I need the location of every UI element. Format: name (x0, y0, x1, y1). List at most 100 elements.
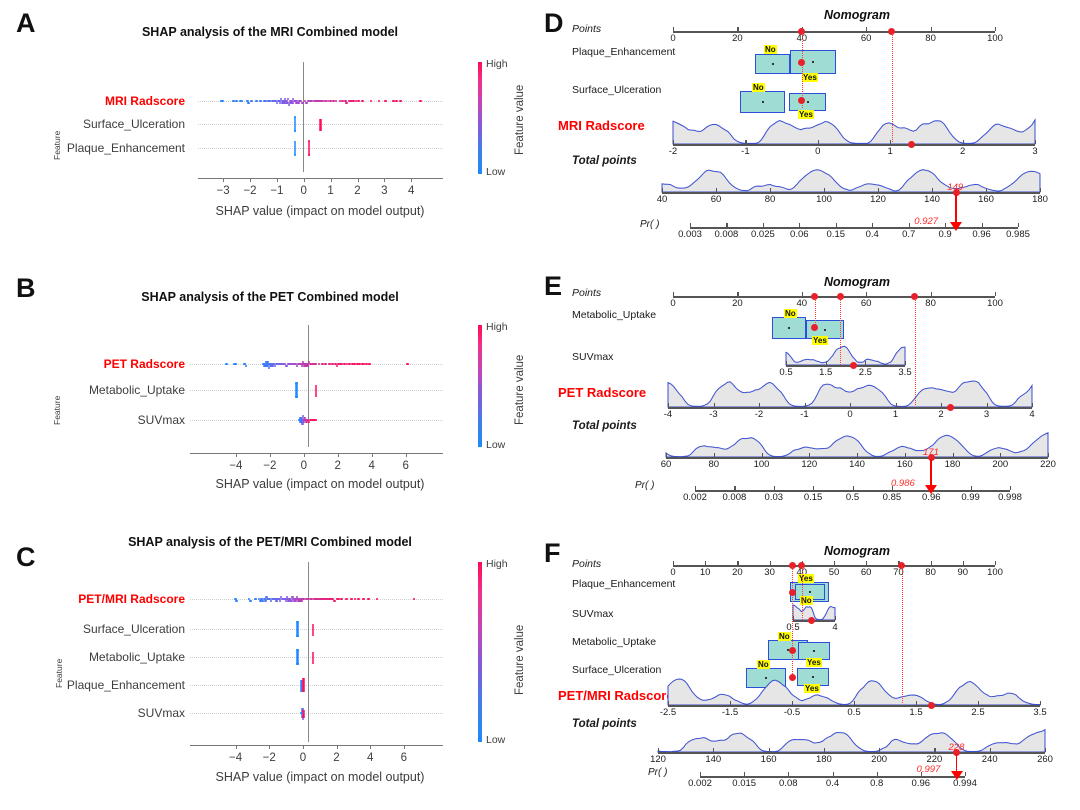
data-point (377, 99, 381, 103)
data-point (314, 388, 318, 392)
nomogram-axis-tick (673, 140, 675, 144)
pr-axis-tick-label: 0.002 (688, 778, 712, 789)
data-point (292, 362, 295, 366)
data-point (311, 627, 315, 631)
data-point (310, 597, 314, 601)
pr-axis-tick (872, 223, 874, 227)
axis-tick (302, 745, 304, 749)
data-point (300, 685, 303, 689)
data-point (269, 599, 273, 603)
data-point (350, 597, 354, 601)
data-point (320, 597, 324, 601)
nomogram-axis-tick (745, 140, 747, 144)
data-point (323, 597, 327, 601)
nomogram-axis-tick-label: 20 (732, 567, 743, 578)
axis-tick-label: 2 (354, 185, 361, 197)
panel-a-colorbar-label: Feature value (514, 84, 526, 155)
data-point (309, 362, 312, 366)
pr-axis-tick-label: 0.7 (902, 229, 916, 240)
panel-f-letter: F (544, 538, 561, 568)
panel-c-letter: C (16, 542, 36, 572)
nomogram-axis-tick (995, 27, 997, 31)
nomogram-axis-tick-label: 80 (708, 459, 720, 470)
data-point (274, 99, 277, 103)
nomogram-axis-tick (995, 292, 997, 296)
data-point (302, 681, 306, 685)
nomogram-axis-tick-label: 120 (801, 459, 818, 470)
box-center-dot (824, 328, 826, 331)
nomogram-axis-tick (705, 561, 707, 565)
nomogram-axis-tick-label: 60 (860, 298, 872, 309)
data-point (263, 597, 267, 601)
colorbar-high-label: High (486, 321, 508, 333)
data-point (278, 99, 281, 103)
data-point (300, 599, 304, 603)
data-point (309, 597, 312, 601)
data-point (296, 629, 300, 633)
pr-axis-tick (908, 223, 910, 227)
pr-axis-tick-label: 0.9 (938, 229, 952, 240)
data-point (338, 99, 342, 103)
nomogram-axis-line (673, 565, 995, 567)
data-point (291, 101, 294, 105)
nomogram-axis-tick (989, 748, 991, 752)
data-point (302, 677, 306, 681)
nomogram-axis-tick (835, 616, 837, 620)
data-point (326, 99, 330, 103)
nomogram-axis-tick (866, 292, 868, 296)
colorbar-low-label: Low (486, 734, 506, 746)
nomogram-axis-tick-label: 80 (764, 194, 776, 205)
panel-a-title: SHAP analysis of the MRI Combined model (141, 25, 399, 39)
panel-e-points-label: Points (572, 287, 602, 299)
nomogram-axis-tick-label: 120 (650, 754, 666, 765)
pr-axis-tick (945, 223, 947, 227)
nomogram-axis-tick-label: 60 (860, 567, 872, 578)
axis-tick-label: 2 (334, 460, 341, 472)
box-center-dot (761, 101, 764, 103)
reference-arrow-line (930, 459, 932, 485)
data-point (310, 418, 314, 422)
data-point (314, 362, 318, 366)
selected-point-marker (798, 96, 806, 104)
pr-axis-tick (744, 772, 746, 776)
data-point (260, 597, 263, 601)
nomogram-axis-tick-label: 90 (957, 567, 969, 578)
data-point (282, 99, 285, 103)
data-point (296, 627, 300, 631)
nomogram-axis-tick (952, 453, 954, 457)
data-point (345, 362, 349, 366)
reference-arrow-head (950, 222, 963, 231)
axis-tick-label: −2 (262, 752, 276, 764)
nomogram-axis-tick-label: 1 (887, 146, 893, 157)
data-point (301, 707, 304, 711)
data-point (225, 362, 228, 366)
category-value-label: No (757, 660, 770, 669)
nomogram-axis-tick-label: 3.5 (1033, 707, 1047, 718)
nomogram-axis-tick (673, 292, 675, 296)
panel-d-letter: D (544, 8, 564, 38)
data-point (319, 597, 322, 601)
box-center-dot (812, 61, 814, 63)
data-point (307, 148, 311, 152)
data-point (314, 392, 318, 396)
data-point (274, 597, 278, 601)
data-point (300, 683, 303, 687)
box-center-dot (813, 650, 815, 652)
pr-axis-tick-label: 0.06 (790, 229, 809, 240)
nomogram-axis-tick-label: 180 (1032, 194, 1048, 205)
selected-point-marker (798, 58, 806, 66)
data-point (276, 362, 280, 366)
nomogram-axis-tick (809, 453, 811, 457)
pr-axis-tick (981, 223, 983, 227)
data-point (300, 681, 303, 685)
axis-tick-label: −1 (270, 185, 284, 197)
metabolic-uptake-no-box (772, 317, 806, 339)
nomogram-axis-tick-label: -3 (709, 409, 718, 420)
panel-d-nomogram-title: Nomogram (824, 8, 890, 22)
data-point (300, 416, 304, 420)
selected-point-marker (811, 292, 819, 300)
pr-axis-tick-label: 0.994 (953, 778, 977, 789)
nomogram-axis-tick-label: 40 (796, 567, 808, 578)
reference-arrow-line (955, 194, 958, 222)
nomogram-axis-tick-label: 220 (926, 754, 943, 765)
